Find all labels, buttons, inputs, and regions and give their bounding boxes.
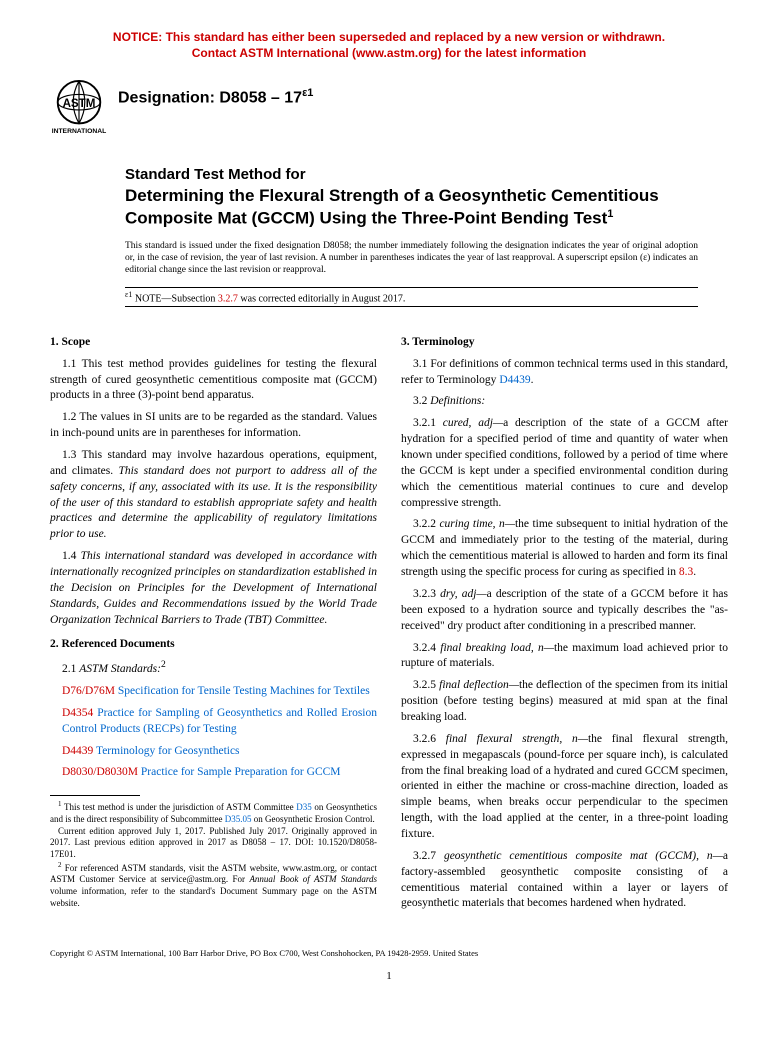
p326c: the final flexural strength, expressed i… — [401, 733, 728, 840]
para-3-2: 3.2 Definitions: — [401, 394, 728, 410]
issuance-note: This standard is issued under the fixed … — [125, 240, 698, 277]
p322d: 8.3 — [679, 566, 693, 578]
right-column: 3. Terminology 3.1 For definitions of co… — [401, 327, 728, 918]
editorial-note: ε1 NOTE—Subsection 3.2.7 was corrected e… — [125, 287, 698, 307]
footnote-2: 2 For referenced ASTM standards, visit t… — [50, 861, 377, 910]
ref-d4439: D4439 Terminology for Geosynthetics — [50, 744, 377, 760]
p324b: final breaking load, n— — [440, 642, 554, 654]
para-1-4: 1.4 This international standard was deve… — [50, 549, 377, 628]
p327b: geosynthetic cementitious composite mat … — [444, 850, 723, 862]
svg-text:ASTM: ASTM — [63, 97, 96, 110]
p323a: 3.2.3 — [413, 588, 440, 600]
p321a: 3.2.1 — [413, 417, 443, 429]
para-2-1: 2.1 ASTM Standards:2 — [50, 658, 377, 678]
fn1b: D35 — [296, 802, 312, 812]
para-3-2-2: 3.2.2 curing time, n—the time subsequent… — [401, 517, 728, 580]
notice-line2: Contact ASTM International (www.astm.org… — [192, 46, 586, 60]
fn1d: D35.05 — [225, 814, 252, 824]
left-column: 1. Scope 1.1 This test method provides g… — [50, 327, 377, 918]
editorial-rest: was corrected editorially in August 2017… — [238, 293, 405, 304]
para-2-1-sup: 2 — [161, 659, 166, 670]
section-2-head: 2. Referenced Documents — [50, 637, 377, 653]
title-pre: Standard Test Method for — [125, 165, 698, 185]
p322e: . — [693, 566, 696, 578]
title-main-text: Determining the Flexural Strength of a G… — [125, 186, 659, 228]
p32a: 3.2 — [413, 395, 430, 407]
fn1e: on Geosynthetic Erosion Control. — [251, 814, 374, 824]
para-3-2-6: 3.2.6 final flexural strength, n—the fin… — [401, 732, 728, 843]
fn2b: Annual Book of ASTM Standards — [249, 874, 377, 884]
footnote-1: 1 This test method is under the jurisdic… — [50, 800, 377, 825]
p322a: 3.2.2 — [413, 518, 439, 530]
para-1-2: 1.2 The values in SI units are to be reg… — [50, 410, 377, 442]
footnote-separator — [50, 795, 140, 796]
body-columns: 1. Scope 1.1 This test method provides g… — [50, 327, 728, 918]
header-row: ASTM INTERNATIONAL Designation: D8058 – … — [50, 79, 728, 137]
p321c: a description of the state of a GCCM aft… — [401, 417, 728, 508]
para-3-2-4: 3.2.4 final breaking load, n—the maximum… — [401, 641, 728, 673]
para-1-4a: 1.4 — [62, 550, 81, 562]
para-2-1b: ASTM Standards: — [79, 663, 161, 675]
section-1-head: 1. Scope — [50, 335, 377, 351]
p327a: 3.2.7 — [413, 850, 444, 862]
notice-line1: NOTICE: This standard has either been su… — [113, 30, 665, 44]
page-number: 1 — [50, 970, 728, 982]
editorial-label: NOTE—Subsection — [132, 293, 218, 304]
para-3-2-1: 3.2.1 cured, adj—a description of the st… — [401, 416, 728, 511]
p31b: D4439 — [499, 374, 530, 386]
fn2c: volume information, refer to the standar… — [50, 886, 377, 908]
para-3-2-7: 3.2.7 geosynthetic cementitious composit… — [401, 849, 728, 912]
ref-d76-num: D76/D76M — [62, 685, 115, 697]
title-main: Determining the Flexural Strength of a G… — [125, 185, 698, 230]
p322b: curing time, n— — [439, 518, 515, 530]
notice-banner: NOTICE: This standard has either been su… — [50, 30, 728, 61]
designation-epsilon: ε1 — [302, 87, 313, 99]
ref-d4354-num: D4354 — [62, 707, 93, 719]
title-super: 1 — [607, 208, 613, 220]
para-1-4b: This international standard was develope… — [50, 550, 377, 625]
section-3-head: 3. Terminology — [401, 335, 728, 351]
para-1-1: 1.1 This test method provides guidelines… — [50, 357, 377, 405]
ref-d8030-title: Practice for Sample Preparation for GCCM — [138, 766, 340, 778]
para-2-1a: 2.1 — [62, 663, 79, 675]
p31c: . — [531, 374, 534, 386]
ref-d4354-title: Practice for Sampling of Geosynthetics a… — [62, 707, 377, 735]
ref-d76: D76/D76M Specification for Tensile Testi… — [50, 684, 377, 700]
p324a: 3.2.4 — [413, 642, 440, 654]
para-3-2-5: 3.2.5 final deflection—the deflection of… — [401, 678, 728, 726]
fn1a: This test method is under the jurisdicti… — [62, 802, 297, 812]
p323b: dry, adj— — [440, 588, 487, 600]
p325a: 3.2.5 — [413, 679, 439, 691]
ref-d8030-num: D8030/D8030M — [62, 766, 138, 778]
designation: Designation: D8058 – 17ε1 — [118, 79, 313, 107]
svg-text:INTERNATIONAL: INTERNATIONAL — [52, 128, 107, 135]
astm-logo: ASTM INTERNATIONAL — [50, 79, 108, 137]
footnote-1b: Current edition approved July 1, 2017. P… — [50, 826, 377, 861]
page: NOTICE: This standard has either been su… — [0, 0, 778, 1012]
ref-d8030: D8030/D8030M Practice for Sample Prepara… — [50, 765, 377, 781]
copyright-line: Copyright © ASTM International, 100 Barr… — [50, 948, 728, 958]
p321b: cured, adj— — [443, 417, 503, 429]
p326b: final flexural strength, n— — [446, 733, 588, 745]
title-block: Standard Test Method for Determining the… — [125, 165, 698, 229]
designation-label: Designation: D8058 – 17 — [118, 90, 302, 107]
editorial-ref: 3.2.7 — [218, 293, 238, 304]
para-1-3: 1.3 This standard may involve hazardous … — [50, 448, 377, 543]
ref-d4354: D4354 Practice for Sampling of Geosynthe… — [50, 706, 377, 738]
p325b: final deflection— — [439, 679, 519, 691]
p32b: Definitions: — [430, 395, 485, 407]
para-3-1: 3.1 For definitions of common technical … — [401, 357, 728, 389]
p326a: 3.2.6 — [413, 733, 446, 745]
para-3-2-3: 3.2.3 dry, adj—a description of the stat… — [401, 587, 728, 635]
ref-d76-title: Specification for Tensile Testing Machin… — [115, 685, 370, 697]
p31a: 3.1 For definitions of common technical … — [401, 358, 728, 386]
ref-d4439-num: D4439 — [62, 745, 93, 757]
ref-d4439-title: Terminology for Geosynthetics — [93, 745, 239, 757]
